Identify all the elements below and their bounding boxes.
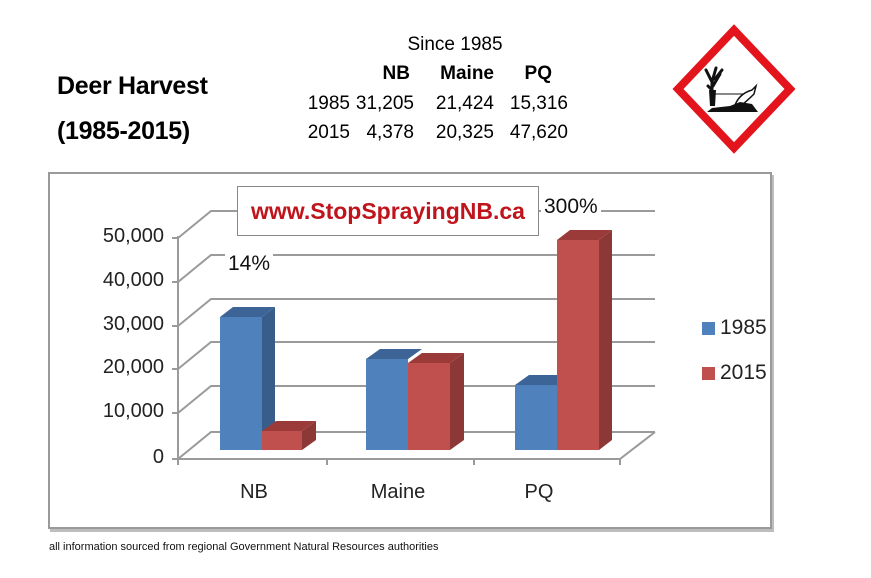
bar-nb-1985: [220, 307, 275, 450]
table-cell: 20,325: [435, 122, 494, 143]
chart-title-line-1: Deer Harvest: [57, 72, 208, 100]
legend-swatch-1985: [702, 321, 715, 335]
y-tick-label: 20,000: [102, 356, 164, 378]
pq-percent-annotation: 300%: [541, 195, 601, 219]
legend-item-2015: 2015: [702, 361, 767, 385]
table-header-maine: Maine: [440, 63, 494, 84]
y-tick-label: 0: [152, 446, 164, 468]
table-cell: 4,378: [366, 122, 414, 143]
nb-percent-annotation: 14%: [225, 252, 274, 276]
summary-table: Since 1985 NB Maine PQ 1985 31,205 21,42…: [0, 0, 871, 170]
bar-maine-2015: [408, 353, 464, 450]
table-cell: 21,424: [435, 93, 494, 114]
source-note: all information sourced from regional Go…: [49, 541, 439, 553]
bar-maine-1985: [366, 349, 422, 450]
y-tick-label: 50,000: [102, 225, 164, 247]
legend-item-1985: 1985: [702, 316, 767, 340]
bar-nb-2015: [262, 421, 316, 450]
table-caption: Since 1985: [407, 34, 503, 55]
y-tick-label: 10,000: [102, 400, 164, 422]
y-tick-label: 40,000: [102, 269, 164, 291]
legend-swatch-2015: [702, 366, 715, 380]
x-category-label-nb: NB: [240, 481, 268, 503]
environmental-hazard-icon: [672, 24, 796, 154]
x-category-label-pq: PQ: [524, 481, 554, 503]
gridlines: [172, 210, 656, 465]
table-row-year: 2015: [307, 122, 350, 143]
legend-label-2015: 2015: [720, 361, 767, 384]
table-header-nb: NB: [382, 63, 410, 84]
table-header-pq: PQ: [524, 63, 552, 84]
table-cell: 31,205: [355, 93, 414, 114]
table-cell: 15,316: [509, 93, 568, 114]
table-cell: 47,620: [509, 122, 568, 143]
bar-pq-2015: [557, 230, 612, 450]
y-tick-label: 30,000: [102, 313, 164, 335]
table-row-year: 1985: [307, 93, 350, 114]
x-category-label-maine: Maine: [370, 481, 426, 503]
website-url-label: www.StopSprayingNB.ca: [237, 186, 539, 236]
chart-title-line-2: (1985-2015): [57, 117, 190, 145]
legend-label-1985: 1985: [720, 316, 767, 339]
